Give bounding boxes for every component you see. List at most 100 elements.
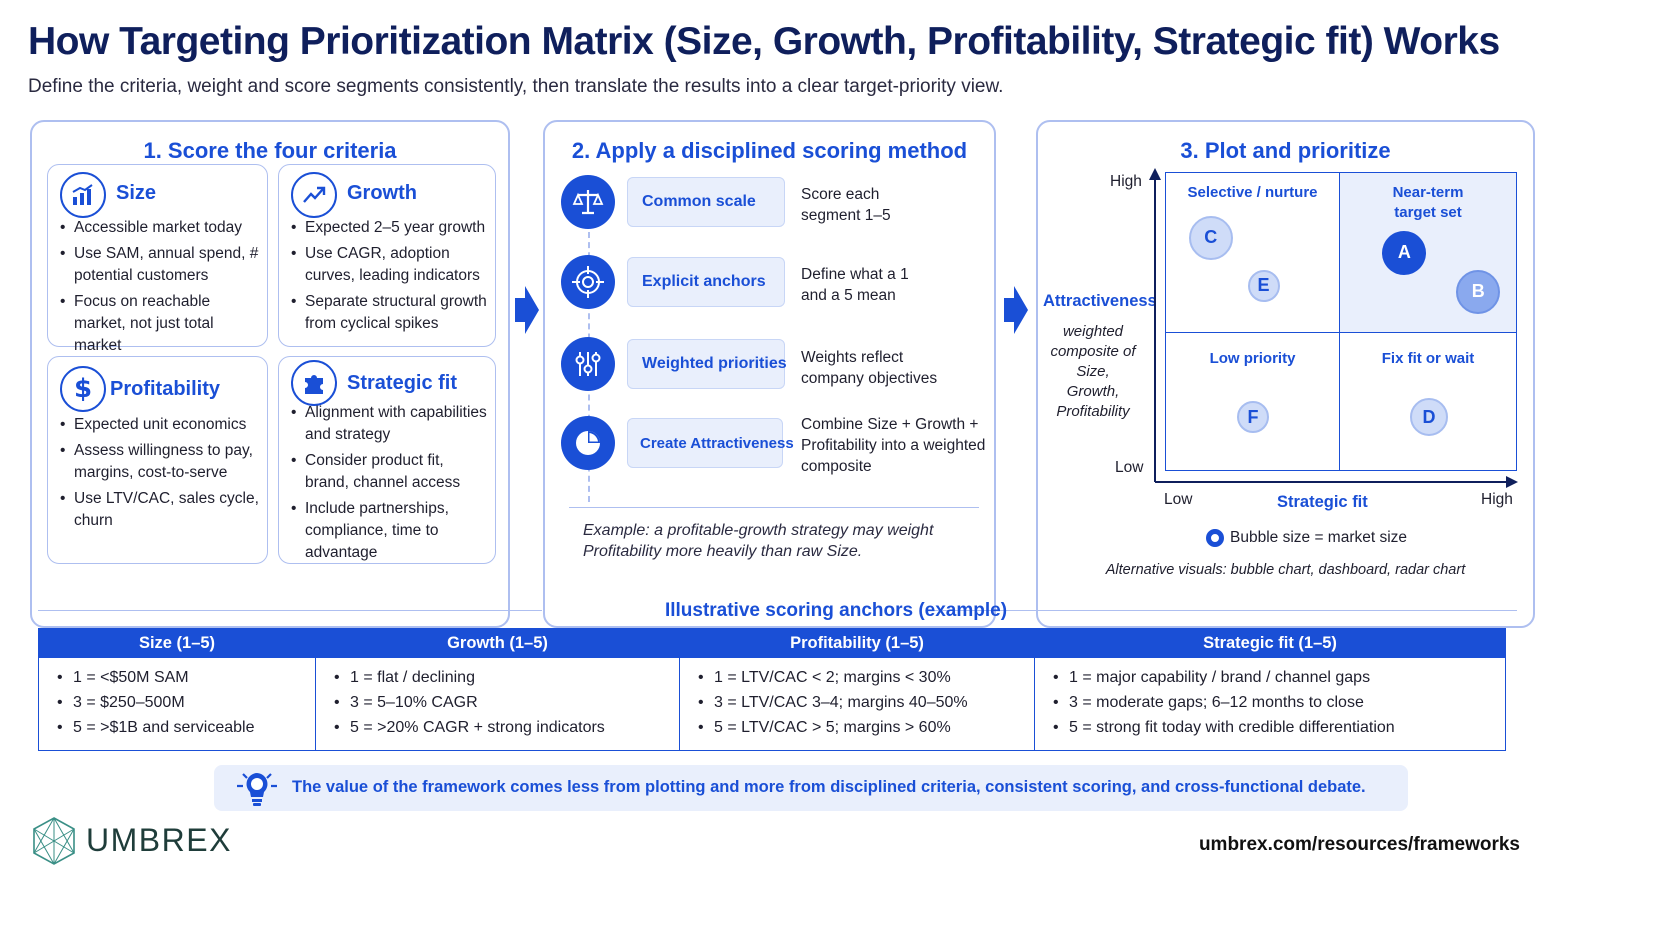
criteria-card-strategic-fit: Strategic fit Alignment with capabilitie… [278,356,496,564]
anchors-table: Size (1–5) 1 = <$50M SAM 3 = $250–500M 5… [38,628,1506,751]
panel-title: 3. Plot and prioritize [1180,138,1391,163]
card-title: Growth [347,182,417,204]
list-item: Expected 2–5 year growth [291,217,491,239]
list-item: Assess willingness to pay, margins, cost… [60,440,265,484]
anchor-column-size: Size (1–5) 1 = <$50M SAM 3 = $250–500M 5… [39,629,316,750]
step-pill-common-scale: Common scale [627,177,785,227]
anchor-column-strategic-fit: Strategic fit (1–5) 1 = major capability… [1035,629,1505,750]
scale-icon [561,175,615,229]
bubble-c: C [1188,215,1233,260]
legend: Bubble size = market size [1206,529,1407,547]
step-pill-weighted-priorities: Weighted priorities [627,339,787,389]
anchor-column-growth: Growth (1–5) 1 = flat / declining 3 = 5–… [316,629,680,750]
list-item: 5 = strong fit today with credible diffe… [1053,715,1505,740]
legend-text: Bubble size = market size [1230,529,1408,546]
column-header: Growth (1–5) [316,629,679,658]
x-axis-title: Strategic fit [1277,493,1368,511]
bar-chart-icon [60,172,106,218]
alternative-visuals-note: Alternative visuals: bubble chart, dashb… [1105,562,1466,578]
quadrant-label: Fix fit or wait [1381,350,1475,367]
column-header: Profitability (1–5) [680,629,1034,658]
list-item: Consider product fit, brand, channel acc… [291,450,491,494]
criteria-card-size: Size Accessible market today Use SAM, an… [47,164,268,354]
arrow-right-icon [1004,286,1028,334]
sliders-icon [561,337,615,391]
card-list: Expected unit economics Assess willingne… [60,414,265,536]
page-title: How Targeting Prioritization Matrix (Siz… [28,20,1500,63]
list-item: Include partnerships, compliance, time t… [291,498,491,564]
key-insight-banner: The value of the framework comes less fr… [214,765,1408,811]
step-pill-explicit-anchors: Explicit anchors [627,257,785,307]
list-item: 1 = major capability / brand / channel g… [1053,665,1505,690]
card-title: Profitability [110,378,221,400]
quadrant-label: Selective / nurture [1187,184,1318,201]
list-item: Use SAM, annual spend, # potential custo… [60,243,265,287]
card-list: Accessible market today Use SAM, annual … [60,217,265,361]
y-axis-note: weighted composite of Size, Growth, Prof… [1050,323,1136,420]
anchor-list: 1 = <$50M SAM 3 = $250–500M 5 = >$1B and… [39,658,315,740]
y-axis-low-label: Low [1115,459,1144,476]
list-item: Focus on reachable market, not just tota… [60,291,265,357]
step-description: Combine Size + Growth + Profitability in… [801,416,986,475]
list-item: Expected unit economics [60,414,265,436]
step-description: Define what a 1 and a 5 mean [801,266,909,304]
list-item: Use LTV/CAC, sales cycle, churn [60,488,265,532]
criteria-card-profitability: $ Profitability Expected unit economics … [47,356,268,564]
panel-scoring-method: 2. Apply a disciplined scoring method Co… [543,120,996,628]
panel-title: 2. Apply a disciplined scoring method [571,138,968,163]
footer-url[interactable]: umbrex.com/resources/frameworks [1198,834,1520,855]
card-list: Expected 2–5 year growth Use CAGR, adopt… [291,217,491,339]
list-item: 1 = LTV/CAC < 2; margins < 30% [698,665,1034,690]
panel-title: 1. Score the four criteria [143,138,397,163]
list-item: 3 = $250–500M [57,690,315,715]
example-note: Example: a profitable-growth strategy ma… [583,522,934,560]
panel-score-criteria: 1. Score the four criteria Size Accessib… [30,120,510,628]
card-list: Alignment with capabilities and strategy… [291,402,491,568]
bubble-f: F [1237,401,1269,434]
card-title: Size [116,182,157,204]
list-item: Accessible market today [60,217,265,239]
quadrant-label: Low priority [1209,350,1296,367]
column-header: Strategic fit (1–5) [1035,629,1505,658]
anchor-column-profitability: Profitability (1–5) 1 = LTV/CAC < 2; mar… [680,629,1035,750]
y-axis-title: Attractiveness [1043,292,1157,310]
panel-plot-prioritize: 3. Plot and prioritize High Low Attracti… [1036,120,1535,628]
trend-up-icon [291,172,337,218]
list-item: Separate structural growth from cyclical… [291,291,491,335]
y-axis-high-label: High [1110,173,1142,190]
list-item: 3 = LTV/CAC 3–4; margins 40–50% [698,690,1034,715]
list-item: 5 = >20% CAGR + strong indicators [334,715,679,740]
list-item: 5 = >$1B and serviceable [57,715,315,740]
bubble-b: B [1456,269,1501,314]
step-description: Score each segment 1–5 [801,186,891,224]
divider-left [38,610,542,611]
bubble-d: D [1410,398,1448,437]
bubble-legend-icon [1206,529,1224,547]
brand-name: UMBREX [86,822,232,858]
list-item: 3 = moderate gaps; 6–12 months to close [1053,690,1505,715]
divider [569,507,979,508]
list-item: 1 = flat / declining [334,665,679,690]
lightbulb-icon [237,773,277,806]
list-item: Alignment with capabilities and strategy [291,402,491,446]
bubble-e: E [1247,269,1280,302]
anchors-title: Illustrative scoring anchors (example) [664,600,1008,621]
target-icon [561,255,615,309]
anchor-list: 1 = LTV/CAC < 2; margins < 30% 3 = LTV/C… [680,658,1034,740]
list-item: Use CAGR, adoption curves, leading indic… [291,243,491,287]
puzzle-icon [291,360,337,406]
page-subtitle: Define the criteria, weight and score se… [28,76,1004,97]
step-pill-create-attractiveness: Create Attractiveness [627,418,794,468]
list-item: 1 = <$50M SAM [57,665,315,690]
x-axis-low-label: Low [1164,491,1193,508]
quadrant-label: Near-term target set [1392,184,1464,221]
column-header: Size (1–5) [39,629,315,658]
x-axis-high-label: High [1481,491,1513,508]
card-title: Strategic fit [347,372,458,394]
pie-icon [561,416,615,470]
banner-text: The value of the framework comes less fr… [292,778,1366,796]
matrix-axes [1149,168,1518,488]
arrow-right-icon [515,286,539,334]
bubble-a: A [1382,230,1427,275]
